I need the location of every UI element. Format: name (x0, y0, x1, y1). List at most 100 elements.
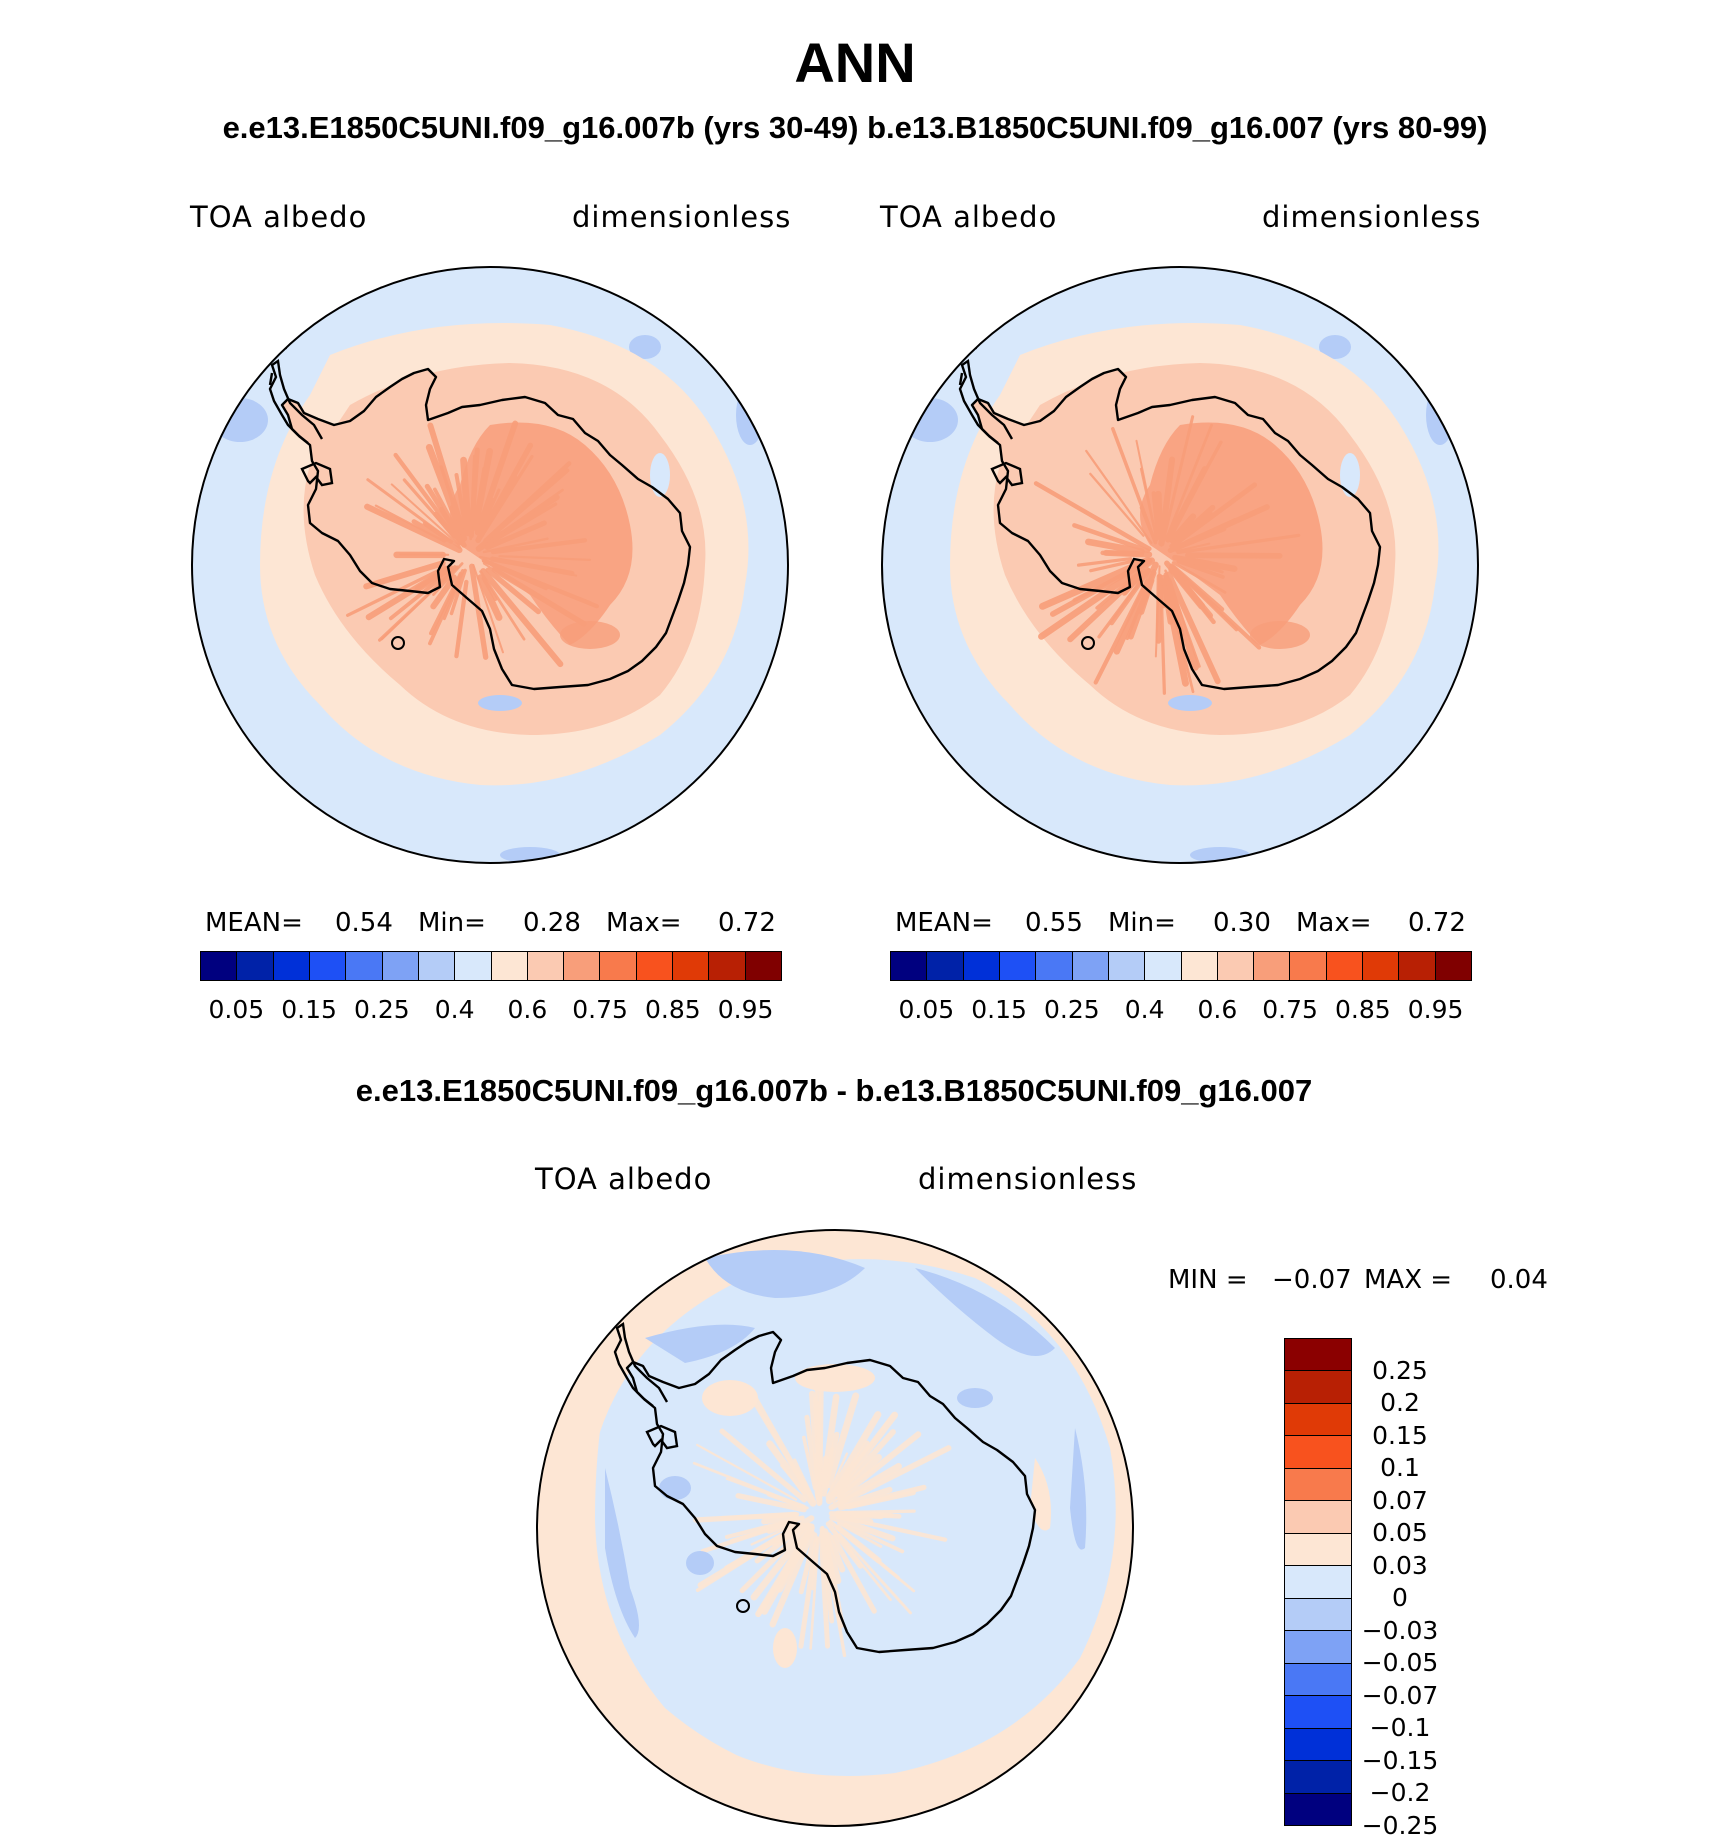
panel1-mean-value: 0.54 (335, 908, 393, 938)
colorbar-swatch (673, 952, 709, 980)
antarctic-map-panel1 (190, 265, 790, 865)
colorbar-tick-label: 0.25 (1032, 995, 1112, 1024)
colorbar-swatch (1285, 1371, 1351, 1403)
colorbar-swatch (637, 952, 673, 980)
colorbar-swatch (1182, 952, 1218, 980)
colorbar-swatch (383, 952, 419, 980)
subtitle-cases: e.e13.E1850C5UNI.f09_g16.007b (yrs 30-49… (0, 110, 1710, 146)
panel1-max-value: 0.72 (718, 908, 776, 938)
colorbar-tick-label: 0.85 (633, 995, 713, 1024)
colorbar-swatch (1363, 952, 1399, 980)
colorbar-tick-label: 0.15 (959, 995, 1039, 1024)
panel2-min-value: 0.30 (1213, 908, 1271, 938)
colorbar-swatch (927, 952, 963, 980)
colorbar-tick-label: 0.07 (1360, 1486, 1440, 1515)
colorbar-swatch (746, 952, 781, 980)
colorbar-tick-label: 0.95 (706, 995, 786, 1024)
colorbar-tick-label: 0.75 (560, 995, 640, 1024)
panel2-mean-value: 0.55 (1025, 908, 1083, 938)
colorbar-tick-label: 0.75 (1250, 995, 1330, 1024)
colorbar-tick-label: 0.6 (1177, 995, 1257, 1024)
colorbar-tick-label: 0.05 (886, 995, 966, 1024)
colorbar-swatch (1290, 952, 1326, 980)
colorbar-swatch (1285, 1729, 1351, 1761)
colorbar-tick-label: 0.05 (196, 995, 276, 1024)
diff-min-label: MIN = (1168, 1265, 1248, 1295)
colorbar-swatch (1218, 952, 1254, 980)
panel1-min-label: Min= (418, 908, 486, 938)
colorbar-tick-label: 0.95 (1396, 995, 1476, 1024)
colorbar-tick-label: 0.05 (1360, 1518, 1440, 1547)
colorbar-panel1 (200, 951, 782, 981)
colorbar-swatch (1036, 952, 1072, 980)
colorbar-swatch (528, 952, 564, 980)
colorbar-tick-label: −0.05 (1360, 1648, 1440, 1677)
colorbar-swatch (1285, 1339, 1351, 1371)
colorbar-tick-label: 0 (1360, 1583, 1440, 1612)
diff-units-label: dimensionless (918, 1162, 1137, 1196)
colorbar-swatch (346, 952, 382, 980)
panel2-units-label: dimensionless (1262, 200, 1481, 234)
panel2-min-label: Min= (1108, 908, 1176, 938)
antarctic-map-difference (535, 1228, 1135, 1828)
colorbar-swatch (1285, 1631, 1351, 1663)
colorbar-tick-label: 0.2 (1360, 1388, 1440, 1417)
colorbar-tick-label: 0.03 (1360, 1551, 1440, 1580)
panel2-max-label: Max= (1296, 908, 1372, 938)
colorbar-swatch (1285, 1761, 1351, 1793)
panel1-max-label: Max= (606, 908, 682, 938)
colorbar-tick-label: 0.25 (1360, 1356, 1440, 1385)
colorbar-tick-label: −0.07 (1360, 1681, 1440, 1710)
colorbar-swatch (237, 952, 273, 980)
colorbar-tick-label: −0.25 (1360, 1811, 1440, 1840)
colorbar-swatch (419, 952, 455, 980)
colorbar-swatch (1073, 952, 1109, 980)
colorbar-swatch (1285, 1599, 1351, 1631)
colorbar-tick-label: 0.85 (1323, 995, 1403, 1024)
diff-variable-label: TOA albedo (535, 1162, 712, 1196)
diff-min-value: −0.07 (1272, 1265, 1352, 1295)
colorbar-swatch (564, 952, 600, 980)
colorbar-tick-label: 0.4 (1105, 995, 1185, 1024)
colorbar-swatch (1109, 952, 1145, 980)
colorbar-swatch (964, 952, 1000, 980)
colorbar-swatch (455, 952, 491, 980)
panel2-mean-label: MEAN= (895, 908, 993, 938)
colorbar-swatch (310, 952, 346, 980)
colorbar-tick-label: 0.1 (1360, 1453, 1440, 1482)
colorbar-tick-label: −0.2 (1360, 1778, 1440, 1807)
colorbar-tick-label: −0.1 (1360, 1713, 1440, 1742)
colorbar-tick-label: 0.15 (269, 995, 349, 1024)
colorbar-swatch (1285, 1566, 1351, 1598)
colorbar-swatch (1285, 1404, 1351, 1436)
panel1-variable-label: TOA albedo (190, 200, 367, 234)
colorbar-tick-label: 0.25 (342, 995, 422, 1024)
colorbar-swatch (201, 952, 237, 980)
colorbar-swatch (600, 952, 636, 980)
colorbar-swatch (1285, 1469, 1351, 1501)
colorbar-swatch (1327, 952, 1363, 980)
panel2-variable-label: TOA albedo (880, 200, 1057, 234)
colorbar-swatch (1285, 1436, 1351, 1468)
panel1-units-label: dimensionless (572, 200, 791, 234)
colorbar-swatch (891, 952, 927, 980)
colorbar-swatch (1285, 1534, 1351, 1566)
colorbar-swatch (274, 952, 310, 980)
antarctic-map-panel2 (880, 265, 1480, 865)
colorbar-swatch (1436, 952, 1471, 980)
colorbar-swatch (1285, 1794, 1351, 1825)
colorbar-swatch (1285, 1664, 1351, 1696)
colorbar-swatch (1254, 952, 1290, 980)
main-title: ANN (0, 30, 1710, 95)
colorbar-swatch (1285, 1501, 1351, 1533)
colorbar-swatch (1145, 952, 1181, 980)
colorbar-tick-label: 0.4 (415, 995, 495, 1024)
panel2-max-value: 0.72 (1408, 908, 1466, 938)
colorbar-swatch (492, 952, 528, 980)
colorbar-tick-label: 0.15 (1360, 1421, 1440, 1450)
diff-max-value: 0.04 (1490, 1265, 1548, 1295)
colorbar-swatch (1000, 952, 1036, 980)
panel1-min-value: 0.28 (523, 908, 581, 938)
colorbar-tick-label: 0.6 (487, 995, 567, 1024)
colorbar-swatch (1399, 952, 1435, 980)
